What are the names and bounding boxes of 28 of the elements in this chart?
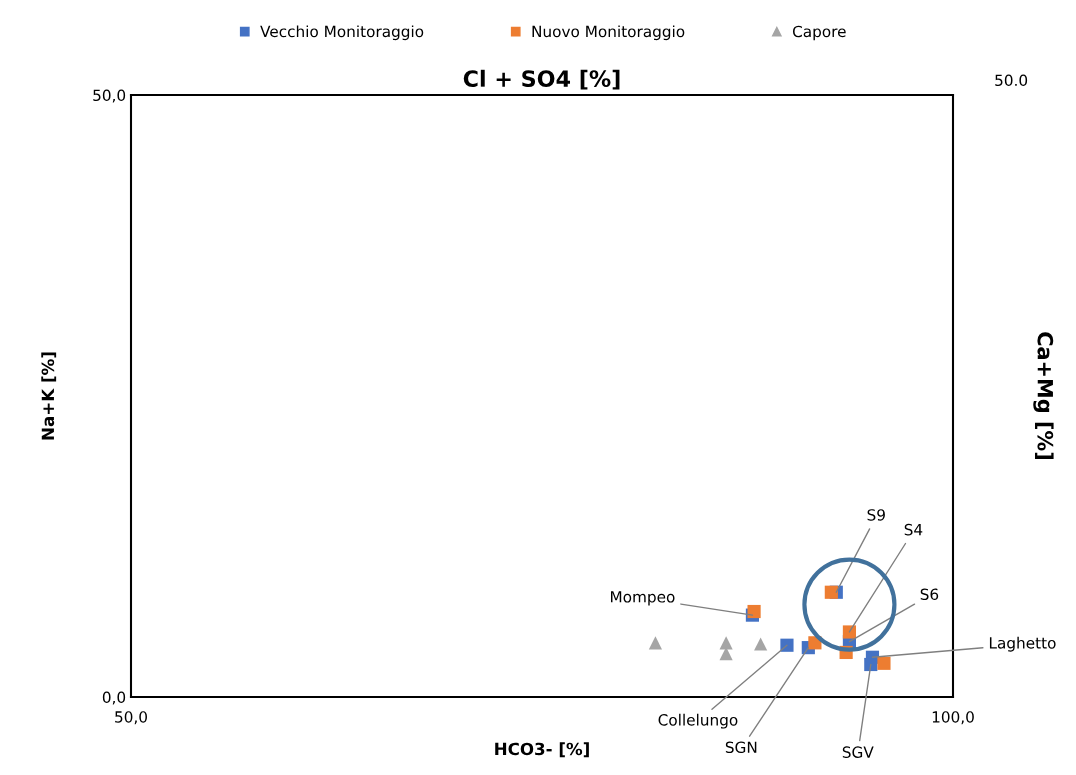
annotation: Collelungo (658, 713, 738, 729)
text: 50.0 (995, 74, 1028, 87)
legend-label: Nuovo Monitoraggio (532, 25, 685, 41)
chart-title: Cl + SO4 [%] (463, 69, 620, 90)
annotation: S4 (904, 523, 923, 536)
annotation: S6 (920, 588, 939, 601)
point (648, 636, 663, 650)
point (877, 656, 891, 670)
annotation: S9 (867, 509, 885, 521)
point (780, 638, 794, 652)
x-tick-label: 100,0 (932, 711, 974, 725)
point (864, 657, 878, 672)
y-tick-label: 0,0 (102, 691, 126, 705)
point (824, 585, 838, 599)
annotation: SGV (842, 746, 874, 758)
point (719, 647, 733, 661)
annotation: Laghetto (989, 636, 1056, 652)
x-axis-title: HCO3- [%] (495, 742, 589, 758)
y-axis-title: Na+K [%] (41, 352, 57, 440)
annotation: Mompeo (611, 591, 675, 606)
point (719, 636, 733, 650)
y2-axis-title: Ca+Mg [%] (1033, 332, 1054, 460)
legend-label: Vecchio Monitoraggio (260, 25, 424, 41)
legend-label: Capore (792, 25, 846, 41)
point (747, 604, 761, 619)
point (754, 637, 768, 651)
annotation: SGN (725, 741, 757, 754)
point (842, 625, 857, 639)
